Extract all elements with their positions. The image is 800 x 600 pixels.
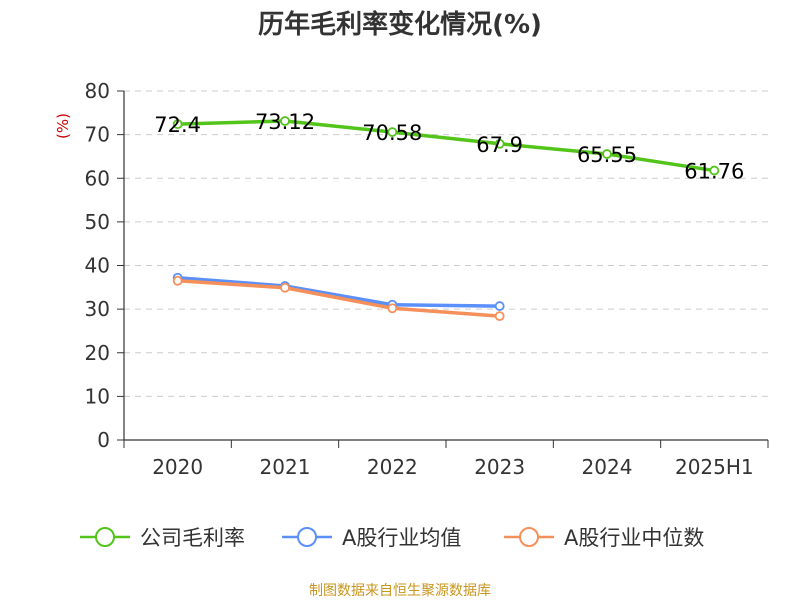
y-tick-label: 80: [85, 79, 110, 103]
y-tick-label: 40: [85, 254, 110, 278]
y-axis-ticks: 0 10 20 30 40 50 60 70 80: [85, 79, 124, 452]
data-point: [602, 149, 612, 159]
series-line: [177, 275, 500, 308]
y-tick-label: 0: [97, 428, 110, 452]
legend-marker: [297, 527, 317, 547]
x-axis-ticks: 2020 2021 2022 2023 2024 2025H1: [123, 440, 769, 479]
data-label: 61.76: [684, 160, 744, 184]
legend: 公司毛利率 A股行业均值 A股行业中位数: [80, 526, 704, 550]
x-tick-label: 2020: [152, 455, 203, 479]
series-line: [177, 119, 715, 173]
legend-label: A股行业中位数: [564, 526, 704, 550]
data-label: 70.58: [362, 121, 422, 145]
y-axis-label: (%): [54, 113, 72, 139]
data-point: [172, 119, 183, 130]
x-tick-label: 2021: [260, 455, 311, 479]
data-point: [494, 138, 505, 149]
series-lines: [172, 116, 720, 322]
y-tick-label: 20: [85, 341, 110, 365]
data-point: [387, 127, 398, 137]
data-point: [280, 116, 290, 126]
x-tick-label: 2022: [367, 455, 418, 479]
chart-title: 历年毛利率变化情况(%): [258, 9, 542, 40]
data-labels: 72.4 73.12 70.58 67.9 65.55 61.76: [154, 110, 744, 184]
data-label: 72.4: [154, 113, 201, 137]
data-label: 67.9: [476, 133, 523, 157]
y-tick-label: 70: [85, 123, 110, 147]
y-tick-label: 10: [85, 384, 110, 408]
data-point: [494, 301, 505, 311]
data-point: [494, 311, 505, 322]
x-tick-label: 2025H1: [675, 455, 754, 479]
data-point: [172, 275, 183, 286]
data-label: 65.55: [577, 143, 637, 167]
series-line: [177, 279, 500, 318]
y-tick-label: 60: [85, 166, 110, 190]
y-tick-label: 50: [85, 210, 110, 234]
x-tick-label: 2023: [474, 455, 525, 479]
gridlines: [124, 90, 768, 397]
legend-label: A股行业均值: [342, 526, 461, 550]
data-point: [387, 303, 398, 314]
y-tick-label: 30: [85, 297, 110, 321]
legend-marker: [95, 527, 115, 547]
source-note: 制图数据来自恒生聚源数据库: [309, 583, 491, 599]
legend-label: 公司毛利率: [140, 526, 245, 550]
data-point: [280, 282, 290, 293]
legend-marker: [519, 527, 539, 547]
data-label: 73.12: [255, 110, 315, 134]
x-tick-label: 2024: [582, 455, 633, 479]
data-point: [709, 165, 720, 176]
